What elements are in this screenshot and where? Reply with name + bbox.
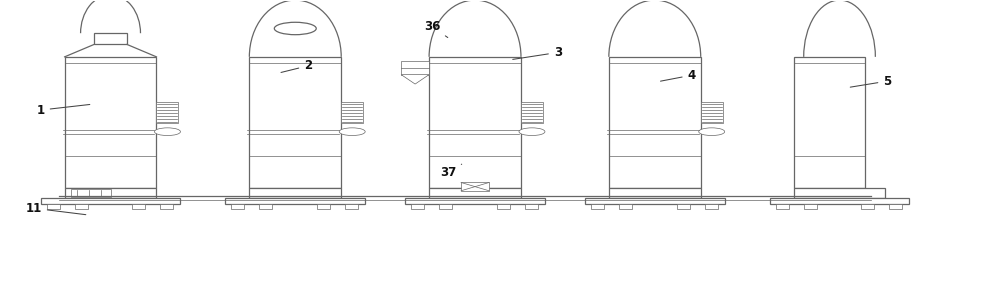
Bar [47,204,60,209]
Bar [794,57,865,188]
Bar [429,188,521,198]
Circle shape [274,22,316,35]
Bar [405,198,545,204]
Polygon shape [401,75,429,84]
Text: 1: 1 [37,104,90,116]
Bar [249,57,341,188]
Bar [71,189,111,197]
Bar [317,204,330,209]
Bar [609,188,701,198]
Text: 3: 3 [513,46,562,59]
Bar [259,204,272,209]
Bar [889,204,902,209]
Bar [341,102,363,124]
Bar [439,204,452,209]
Bar [521,102,543,124]
Bar [497,204,510,209]
Circle shape [154,128,180,135]
Circle shape [339,128,365,135]
Bar [345,204,358,209]
Bar [65,57,156,188]
Text: 11: 11 [26,202,86,215]
Bar [132,204,145,209]
Bar [770,198,909,204]
Bar [411,204,424,209]
Bar [619,204,632,209]
Bar [804,204,817,209]
Circle shape [699,128,725,135]
Text: 5: 5 [850,75,892,88]
Bar [75,204,88,209]
Bar [585,198,725,204]
Bar [249,188,341,198]
Bar [776,204,789,209]
Bar [461,182,489,191]
Bar [94,33,127,45]
Bar [160,204,173,209]
Bar [225,198,365,204]
Text: 37: 37 [440,164,462,179]
Bar [677,204,690,209]
Text: 36: 36 [424,20,448,37]
Circle shape [519,128,545,135]
Bar [591,204,604,209]
Text: 2: 2 [281,59,312,72]
Bar [701,102,723,124]
Bar [861,204,874,209]
Bar [429,57,521,188]
Bar [705,204,718,209]
Bar [65,188,156,198]
Bar [794,188,885,198]
Bar [41,198,180,204]
Bar [156,102,178,124]
Bar [231,204,244,209]
Bar [525,204,538,209]
Text: 4: 4 [661,69,696,82]
Bar [609,57,701,188]
Bar [401,61,429,75]
